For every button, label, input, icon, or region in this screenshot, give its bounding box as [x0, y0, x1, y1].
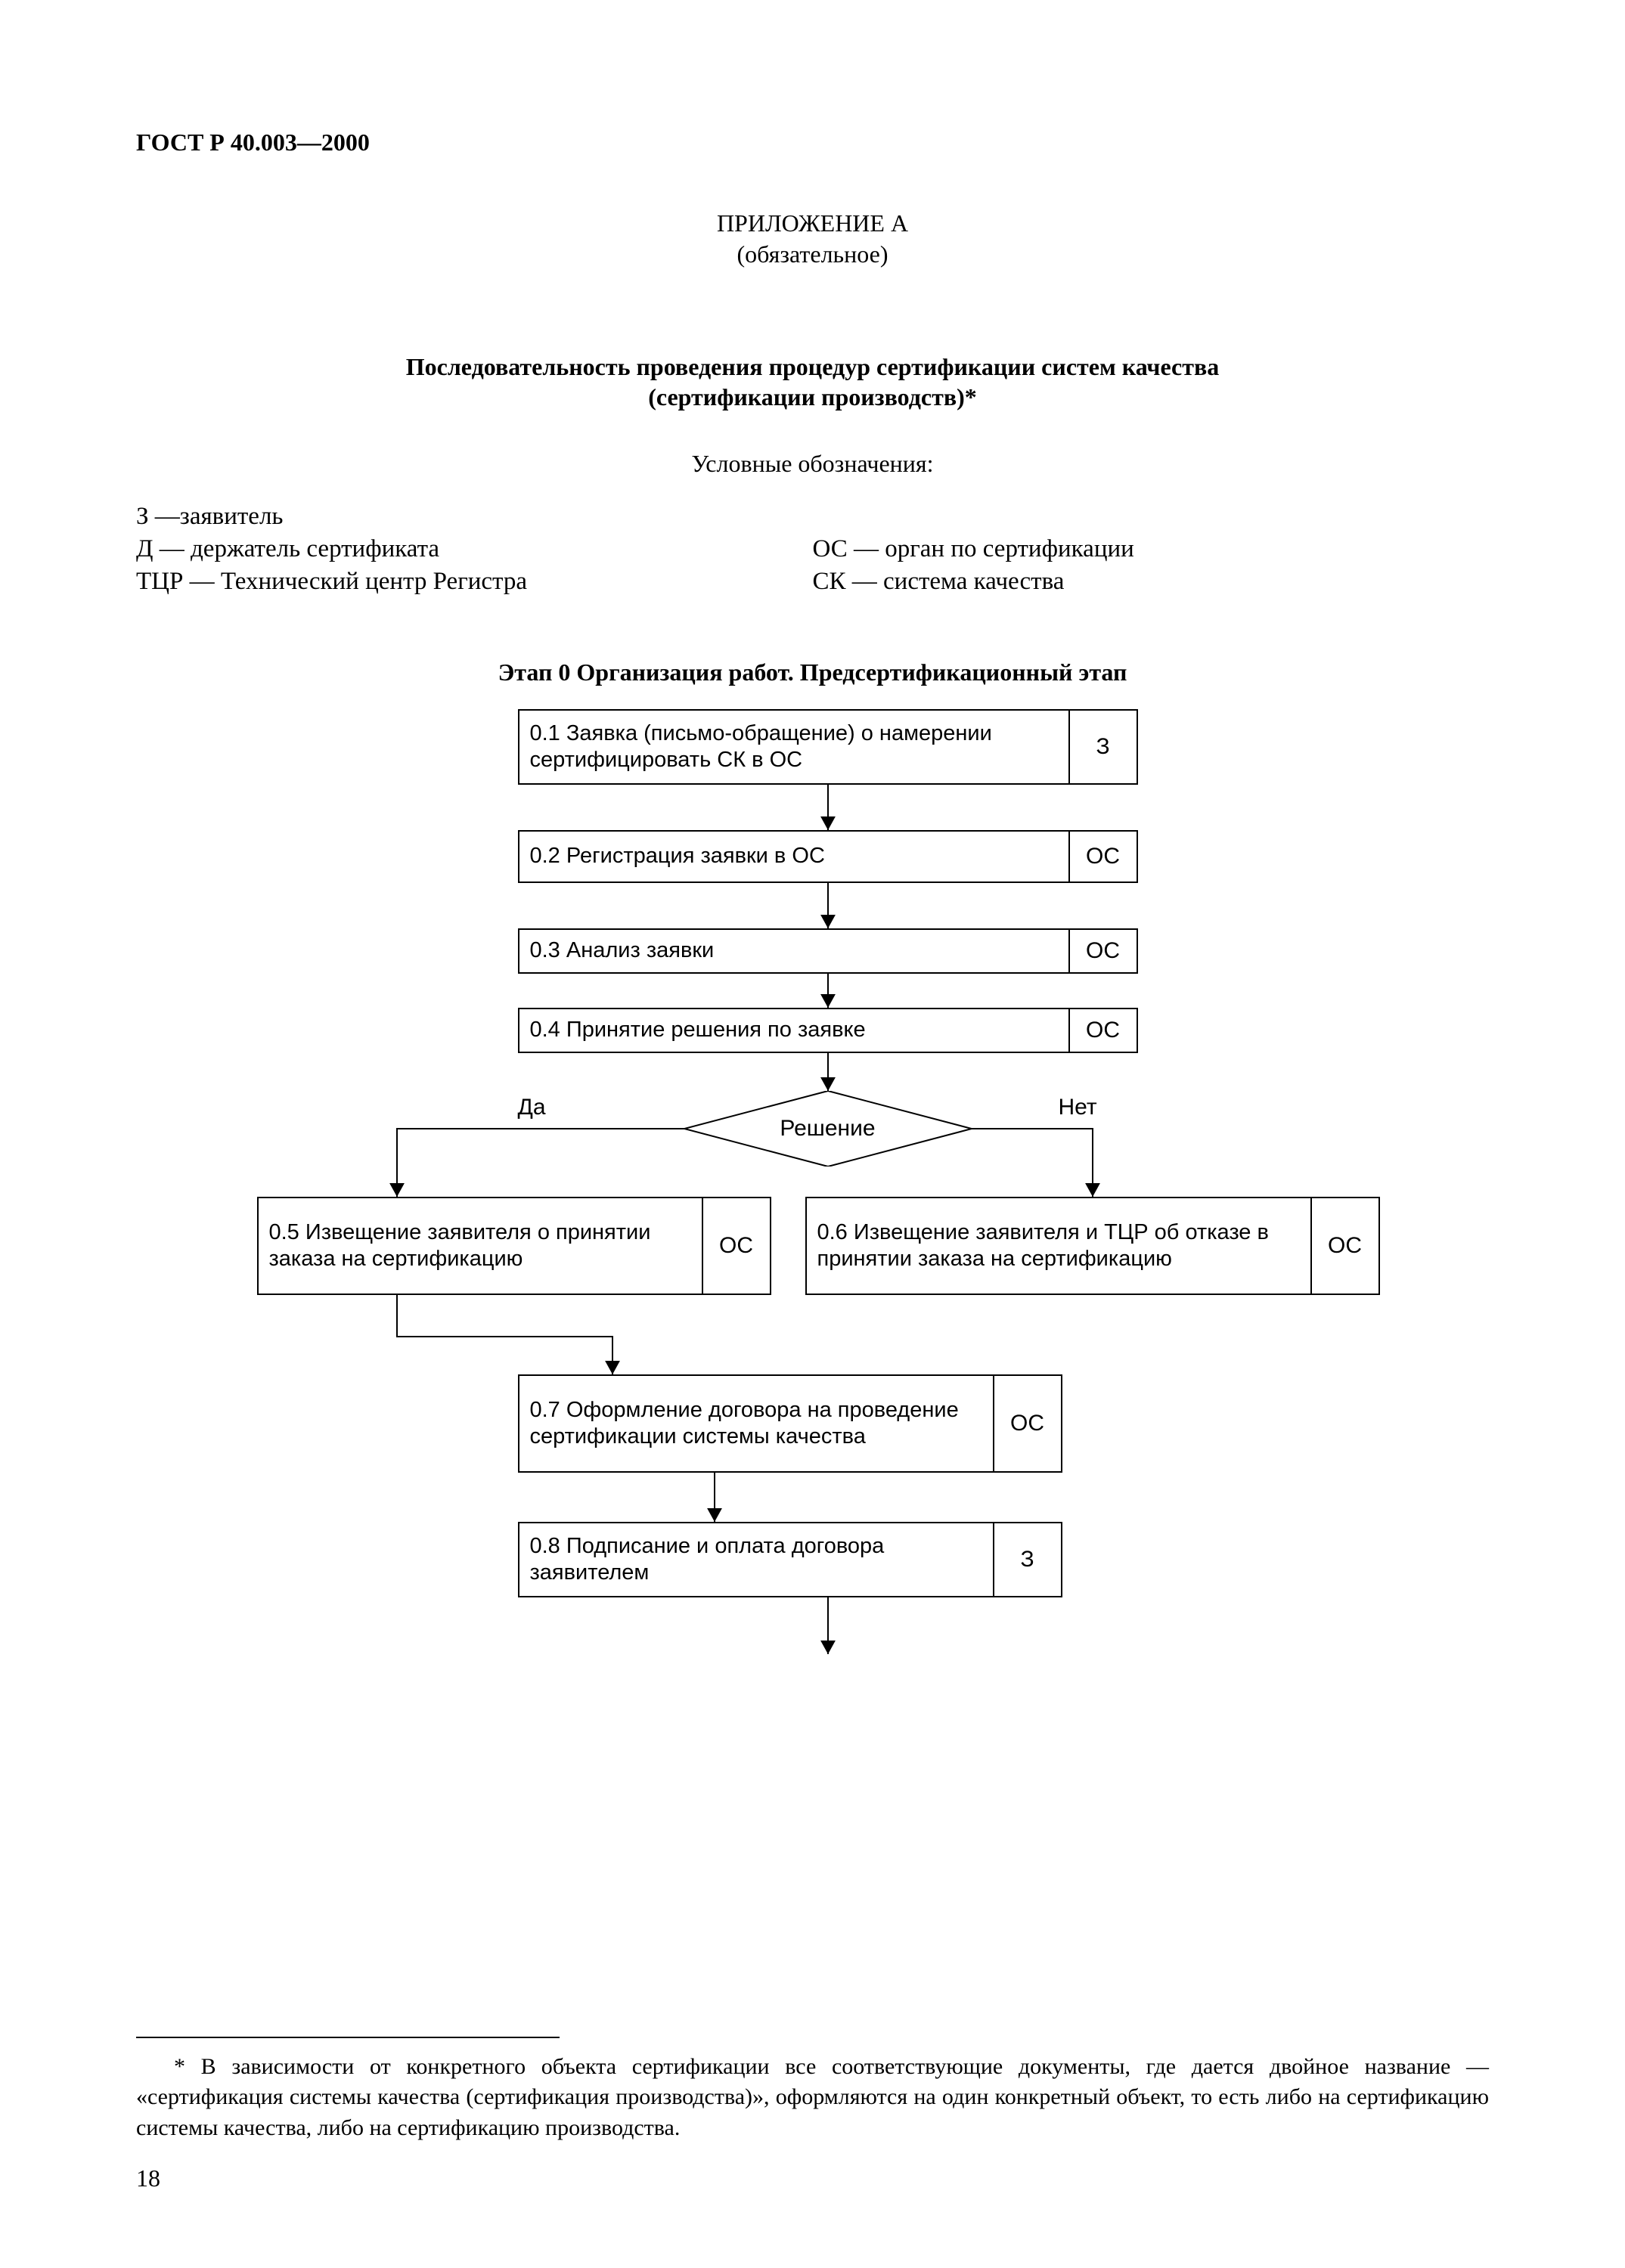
- branch-label-no: Нет: [1059, 1095, 1097, 1120]
- flow-node-text: 0.8 Подписание и оплата договора заявите…: [519, 1523, 993, 1596]
- flow-node-text: 0.6 Извещение заявителя и ТЦР об отказе …: [807, 1198, 1310, 1294]
- flow-node: 0.2 Регистрация заявки в ОСОС: [518, 830, 1138, 883]
- flow-node-tag: ОС: [1068, 832, 1137, 881]
- footnote-block: * В зависимости от конкретного объекта с…: [136, 2037, 1489, 2144]
- flow-node-text: 0.1 Заявка (письмо-обращение) о намерени…: [519, 711, 1068, 783]
- legend: З —заявитель Д — держатель сертификата Т…: [136, 500, 1489, 598]
- page: ГОСТ Р 40.003—2000 ПРИЛОЖЕНИЕ А (обязате…: [0, 0, 1625, 2268]
- legend-caption: Условные обозначения:: [136, 450, 1489, 478]
- flowchart: 0.1 Заявка (письмо-обращение) о намерени…: [246, 709, 1380, 1745]
- flow-node-tag: ОС: [702, 1198, 770, 1294]
- legend-item: СК — система качества: [813, 565, 1490, 598]
- flow-node-text: 0.7 Оформление договора на проведение се…: [519, 1376, 993, 1471]
- legend-right: ОС — орган по сертификации СК — система …: [813, 500, 1490, 598]
- legend-left: З —заявитель Д — держатель сертификата Т…: [136, 500, 813, 598]
- flow-node-text: 0.2 Регистрация заявки в ОС: [519, 832, 1068, 881]
- flow-node: 0.5 Извещение заявителя о принятии заказ…: [257, 1197, 771, 1295]
- footnote-rule: [136, 2037, 560, 2038]
- legend-item: З —заявитель: [136, 500, 813, 533]
- flow-node-tag: ОС: [993, 1376, 1061, 1471]
- flow-node-tag: ОС: [1068, 930, 1137, 972]
- main-title-line2: (сертификации производств)*: [648, 383, 977, 411]
- main-title: Последовательность проведения процедур с…: [136, 352, 1489, 412]
- flow-node-tag: ОС: [1068, 1009, 1137, 1052]
- flow-node: 0.1 Заявка (письмо-обращение) о намерени…: [518, 709, 1138, 785]
- flow-node-text: 0.5 Извещение заявителя о принятии заказ…: [259, 1198, 702, 1294]
- stage-title: Этап 0 Организация работ. Предсертификац…: [136, 658, 1489, 686]
- legend-item: ТЦР — Технический центр Регистра: [136, 565, 813, 598]
- page-number: 18: [136, 2164, 160, 2192]
- flow-node-text: 0.4 Принятие решения по заявке: [519, 1009, 1068, 1052]
- flow-node: 0.8 Подписание и оплата договора заявите…: [518, 1522, 1062, 1597]
- branch-label-yes: Да: [518, 1095, 546, 1120]
- appendix-title: ПРИЛОЖЕНИЕ А: [136, 209, 1489, 237]
- footnote-text: * В зависимости от конкретного объекта с…: [136, 2052, 1489, 2144]
- flow-node: 0.7 Оформление договора на проведение се…: [518, 1374, 1062, 1473]
- legend-item: ОС — орган по сертификации: [813, 533, 1490, 565]
- flow-node-tag: З: [993, 1523, 1061, 1596]
- flow-node: 0.3 Анализ заявкиОС: [518, 928, 1138, 974]
- flow-node-tag: З: [1068, 711, 1137, 783]
- flow-node-text: 0.3 Анализ заявки: [519, 930, 1068, 972]
- flow-decision-label: Решение: [684, 1091, 972, 1167]
- document-code: ГОСТ Р 40.003—2000: [136, 129, 1489, 156]
- flow-node: 0.6 Извещение заявителя и ТЦР об отказе …: [805, 1197, 1380, 1295]
- legend-spacer: [813, 500, 1490, 533]
- flow-node: 0.4 Принятие решения по заявкеОС: [518, 1008, 1138, 1053]
- legend-item: Д — держатель сертификата: [136, 533, 813, 565]
- main-title-line1: Последовательность проведения процедур с…: [406, 353, 1220, 380]
- appendix-subtitle: (обязательное): [136, 240, 1489, 268]
- flow-decision: Решение: [684, 1091, 972, 1167]
- flow-node-tag: ОС: [1310, 1198, 1378, 1294]
